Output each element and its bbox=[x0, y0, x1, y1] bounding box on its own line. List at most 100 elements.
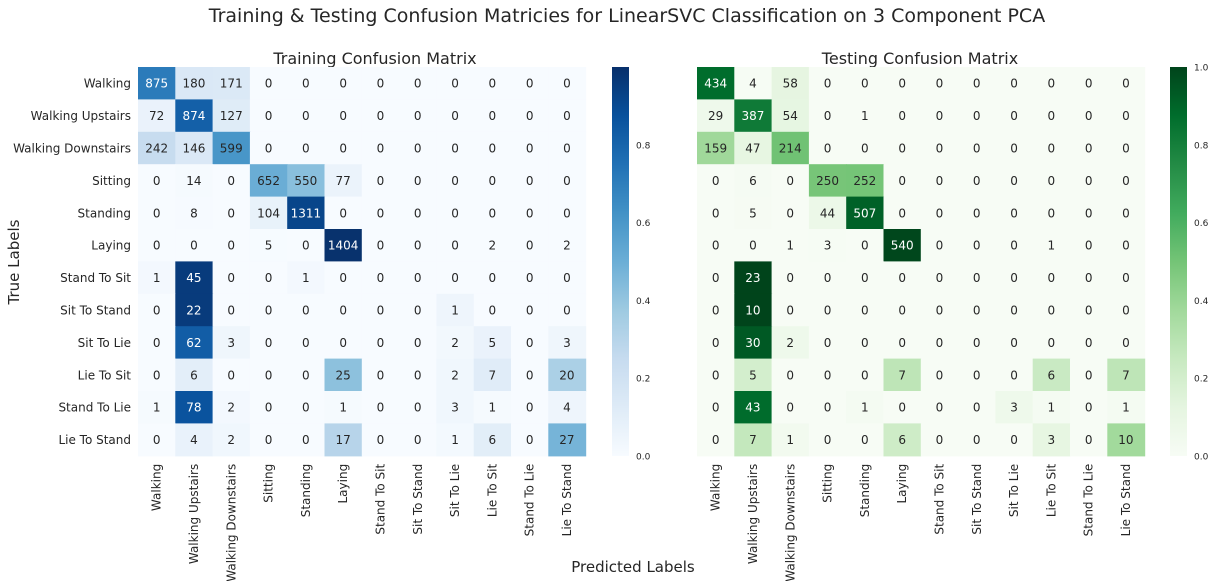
training-cell-value: 0 bbox=[227, 304, 235, 318]
testing-cell-r10-c7 bbox=[958, 391, 996, 424]
training-cell-value: 171 bbox=[220, 77, 243, 91]
testing-cell-r5-c7 bbox=[958, 229, 996, 262]
testing-cell-value: 0 bbox=[936, 174, 944, 188]
testing-cell-value: 0 bbox=[712, 174, 720, 188]
training-cell-value: 4 bbox=[563, 401, 571, 415]
testing-cell-value: 0 bbox=[898, 206, 906, 220]
training-cell-r2-c1 bbox=[175, 131, 214, 165]
testing-cell-value: 507 bbox=[853, 206, 876, 220]
training-cell-value: 1 bbox=[302, 271, 310, 285]
testing-cell-value: 1 bbox=[861, 109, 869, 123]
training-cell-r11-c6 bbox=[361, 423, 400, 457]
testing-cell-r2-c9 bbox=[1032, 131, 1071, 165]
testing-cell-value: 0 bbox=[861, 304, 869, 318]
testing-cell-r3-c11 bbox=[1107, 164, 1146, 198]
training-cell-value: 8 bbox=[190, 206, 198, 220]
testing-cell-value: 0 bbox=[1010, 304, 1018, 318]
testing-cell-r11-c4 bbox=[846, 423, 885, 457]
training-cell-r1-c1 bbox=[175, 99, 214, 133]
training-cell-r4-c10 bbox=[511, 196, 549, 230]
training-col-label-sitting: Sitting bbox=[262, 464, 276, 503]
training-cell-r10-c9 bbox=[473, 391, 512, 424]
training-cell-value: 0 bbox=[302, 77, 310, 91]
training-cell-value: 2 bbox=[227, 433, 235, 447]
testing-cell-r8-c7 bbox=[958, 326, 996, 360]
training-cell-r5-c0 bbox=[138, 229, 176, 262]
training-cell-value: 0 bbox=[302, 433, 310, 447]
testing-cell-r4-c4 bbox=[846, 196, 885, 230]
training-cell-r9-c6 bbox=[361, 358, 400, 392]
testing-cell-r10-c2 bbox=[771, 391, 810, 424]
training-cell-value: 5 bbox=[489, 336, 497, 350]
training-cell-value: 0 bbox=[526, 174, 534, 188]
testing-cell-r4-c11 bbox=[1107, 196, 1146, 230]
training-cell-r4-c6 bbox=[361, 196, 400, 230]
testing-cell-value: 0 bbox=[973, 336, 981, 350]
training-cell-value: 0 bbox=[489, 174, 497, 188]
testing-cell-value: 387 bbox=[741, 109, 764, 123]
training-cell-r5-c4 bbox=[287, 229, 326, 262]
training-cell-r10-c0 bbox=[138, 391, 176, 424]
testing-cell-r2-c11 bbox=[1107, 131, 1146, 165]
testing-cell-value: 0 bbox=[1048, 142, 1056, 156]
training-cell-r1-c9 bbox=[473, 99, 512, 133]
testing-cell-value: 58 bbox=[783, 77, 798, 91]
training-cell-value: 1311 bbox=[291, 206, 322, 220]
testing-cell-value: 0 bbox=[898, 77, 906, 91]
testing-colorbar bbox=[1170, 67, 1187, 456]
testing-cell-r5-c1 bbox=[734, 229, 773, 262]
training-cell-r3-c5 bbox=[324, 164, 363, 198]
testing-cell-r4-c10 bbox=[1070, 196, 1108, 230]
training-col-label-sit-to-stand: Sit To Stand bbox=[411, 464, 425, 535]
training-cell-value: 0 bbox=[526, 304, 534, 318]
testing-cell-r6-c9 bbox=[1032, 261, 1071, 295]
testing-cell-value: 3 bbox=[824, 239, 832, 253]
training-cell-value: 0 bbox=[563, 77, 571, 91]
testing-cell-r3-c1 bbox=[734, 164, 773, 198]
training-row-label-walking: Walking bbox=[84, 77, 131, 91]
training-cell-r6-c0 bbox=[138, 261, 176, 295]
testing-cell-r9-c8 bbox=[995, 358, 1034, 392]
training-cell-value: 0 bbox=[489, 109, 497, 123]
testing-cell-r1-c11 bbox=[1107, 99, 1146, 133]
testing-cell-value: 43 bbox=[745, 401, 760, 415]
training-cell-value: 2 bbox=[227, 401, 235, 415]
training-cell-r8-c5 bbox=[324, 326, 363, 360]
training-cell-r10-c11 bbox=[548, 391, 587, 424]
training-cell-r3-c1 bbox=[175, 164, 214, 198]
training-heatmap: Training Confusion Matrix 875 180 171 0 0 0 0 0… bbox=[13, 49, 651, 581]
testing-cell-r6-c7 bbox=[958, 261, 996, 295]
training-cell-value: 0 bbox=[377, 77, 385, 91]
training-row-label-lie-to-sit: Lie To Sit bbox=[78, 368, 132, 382]
training-cell-value: 0 bbox=[339, 304, 347, 318]
training-cell-r7-c9 bbox=[473, 293, 512, 327]
training-cell-value: 0 bbox=[153, 304, 161, 318]
training-cell-r7-c5 bbox=[324, 293, 363, 327]
testing-cell-r4-c8 bbox=[995, 196, 1034, 230]
training-cell-value: 0 bbox=[377, 174, 385, 188]
training-cell-value: 0 bbox=[489, 206, 497, 220]
testing-cell-value: 0 bbox=[861, 271, 869, 285]
testing-cell-r6-c10 bbox=[1070, 261, 1108, 295]
training-cell-value: 4 bbox=[190, 433, 198, 447]
testing-cell-value: 7 bbox=[898, 368, 906, 382]
testing-cell-r2-c7 bbox=[958, 131, 996, 165]
testing-colorbar-tick: 0.0 bbox=[1194, 453, 1209, 463]
testing-cell-r3-c9 bbox=[1032, 164, 1071, 198]
testing-cell-value: 0 bbox=[898, 142, 906, 156]
training-cell-r2-c0 bbox=[138, 131, 176, 165]
testing-cell-r4-c5 bbox=[883, 196, 922, 230]
testing-cell-r9-c11 bbox=[1107, 358, 1146, 392]
testing-cell-r3-c3 bbox=[808, 164, 847, 198]
training-cell-r3-c0 bbox=[138, 164, 176, 198]
training-cell-value: 1 bbox=[489, 401, 497, 415]
testing-cell-r2-c6 bbox=[920, 131, 959, 165]
training-cell-r4-c11 bbox=[548, 196, 587, 230]
testing-cell-r7-c2 bbox=[771, 293, 810, 327]
testing-cell-r0-c7 bbox=[958, 67, 996, 100]
testing-cell-r1-c4 bbox=[846, 99, 885, 133]
testing-cell-r5-c3 bbox=[808, 229, 847, 262]
testing-cell-value: 0 bbox=[898, 174, 906, 188]
training-cell-value: 2 bbox=[451, 368, 459, 382]
training-cell-value: 78 bbox=[186, 401, 201, 415]
